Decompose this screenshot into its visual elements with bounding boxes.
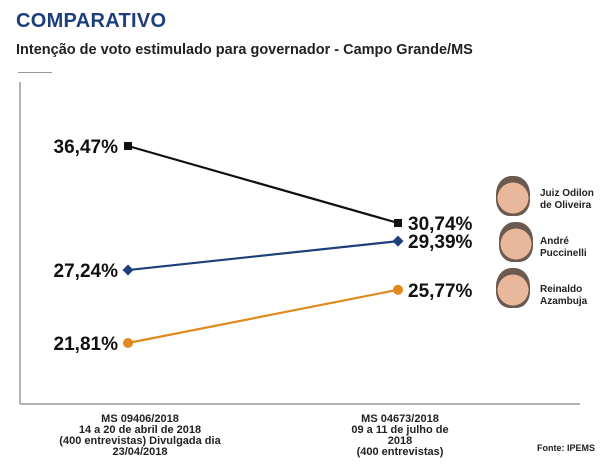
- period-label-1: MS 09406/2018 14 a 20 de abril de 2018 (…: [40, 414, 240, 458]
- data-point-juiz-odilon-de-oliveira: [394, 218, 402, 227]
- candidate-photo-azambuja: [496, 268, 530, 308]
- candidate-name: Juiz Odilon: [540, 188, 594, 199]
- candidate-photo-odilon: [496, 176, 530, 216]
- candidate-label-azambuja: Reinaldo Azambuja: [540, 284, 587, 308]
- data-point-reinaldo-azambuja: [393, 284, 403, 295]
- source-note: Fonte: IPEMS: [537, 443, 595, 453]
- data-point-reinaldo-azambuja: [123, 338, 133, 348]
- period-dates: 09 a 11 de julho de 2018: [351, 424, 449, 447]
- period-code: MS 04673/2018: [361, 413, 439, 425]
- period-code: MS 09406/2018: [101, 413, 179, 425]
- title-rule: [18, 72, 52, 73]
- period-label-2: MS 04673/2018 09 a 11 de julho de 2018 (…: [340, 414, 460, 458]
- data-point-juiz-odilon-de-oliveira: [124, 142, 132, 150]
- data-label: 30,74%: [408, 214, 473, 235]
- data-label: 27,24%: [54, 261, 119, 282]
- candidate-photo-puccinelli: [499, 222, 533, 262]
- candidate-label-odilon: Juiz Odilon de Oliveira: [540, 188, 594, 212]
- candidate-name: Azambuja: [540, 296, 588, 307]
- data-label: 21,81%: [54, 334, 119, 355]
- data-label: 29,39%: [408, 232, 473, 253]
- period-notes: (400 entrevistas): [356, 446, 444, 458]
- series-line-reinaldo-azambuja: [127, 288, 399, 345]
- candidate-name: Puccinelli: [540, 248, 587, 259]
- candidate-name: Reinaldo: [540, 284, 583, 295]
- candidate-label-puccinelli: André Puccinelli: [540, 236, 587, 260]
- data-label: 36,47%: [54, 137, 119, 158]
- series-line-andr-puccinelli: [127, 240, 399, 272]
- candidate-name: André: [540, 236, 569, 247]
- subtitle: Intenção de voto estimulado para governa…: [16, 42, 473, 58]
- data-point-andr-puccinelli: [392, 235, 404, 247]
- data-label: 25,77%: [408, 281, 473, 302]
- series-line-juiz-odilon-de-oliveira: [127, 144, 399, 225]
- data-point-andr-puccinelli: [122, 264, 134, 276]
- candidate-name: de Oliveira: [540, 200, 592, 211]
- period-dates: 14 a 20 de abril de 2018: [78, 424, 202, 436]
- title: COMPARATIVO: [16, 10, 167, 32]
- period-notes: (400 entrevistas) Divulgada dia 23/04/20…: [59, 435, 221, 458]
